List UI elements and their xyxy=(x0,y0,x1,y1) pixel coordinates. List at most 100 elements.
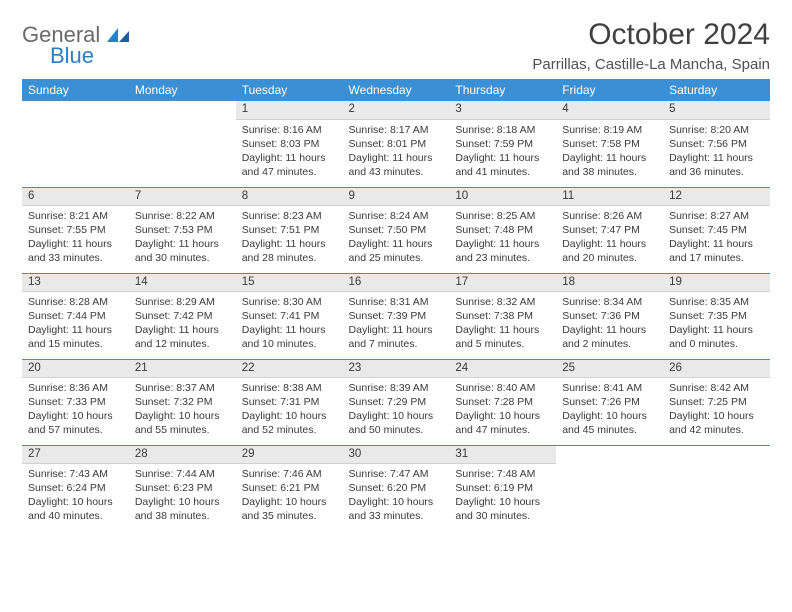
sunset-text: Sunset: 7:45 PM xyxy=(669,223,764,237)
sunset-text: Sunset: 7:51 PM xyxy=(242,223,337,237)
day-body: Sunrise: 7:43 AMSunset: 6:24 PMDaylight:… xyxy=(22,463,129,531)
daylight-text: Daylight: 11 hours xyxy=(669,323,764,337)
day-number: 24 xyxy=(449,359,556,377)
sunrise-text: Sunrise: 8:24 AM xyxy=(349,209,444,223)
weekday-header: Tuesday xyxy=(236,79,343,101)
day-number: 13 xyxy=(22,273,129,291)
day-number: 19 xyxy=(663,273,770,291)
day-body: Sunrise: 8:39 AMSunset: 7:29 PMDaylight:… xyxy=(343,377,450,445)
sunrise-text: Sunrise: 8:25 AM xyxy=(455,209,550,223)
sunset-text: Sunset: 7:26 PM xyxy=(562,395,657,409)
sunset-text: Sunset: 7:48 PM xyxy=(455,223,550,237)
daylight-text: Daylight: 10 hours xyxy=(349,409,444,423)
empty-day-body xyxy=(663,463,770,531)
sunset-text: Sunset: 6:21 PM xyxy=(242,481,337,495)
daylight-text: Daylight: 11 hours xyxy=(28,237,123,251)
daylight-text: Daylight: 10 hours xyxy=(455,495,550,509)
day-body: Sunrise: 8:40 AMSunset: 7:28 PMDaylight:… xyxy=(449,377,556,445)
sunset-text: Sunset: 7:28 PM xyxy=(455,395,550,409)
day-number: 3 xyxy=(449,101,556,119)
daylight-text: Daylight: 11 hours xyxy=(349,237,444,251)
daylight-text: Daylight: 11 hours xyxy=(455,151,550,165)
weekday-header: Thursday xyxy=(449,79,556,101)
weekday-header: Friday xyxy=(556,79,663,101)
sunrise-text: Sunrise: 8:29 AM xyxy=(135,295,230,309)
logo-text-block: General Blue xyxy=(22,24,129,66)
sunrise-text: Sunrise: 8:16 AM xyxy=(242,123,337,137)
day-number: 15 xyxy=(236,273,343,291)
daylight-text: and 43 minutes. xyxy=(349,165,444,179)
sunrise-text: Sunrise: 7:44 AM xyxy=(135,467,230,481)
daylight-text: Daylight: 10 hours xyxy=(135,495,230,509)
day-body: Sunrise: 8:42 AMSunset: 7:25 PMDaylight:… xyxy=(663,377,770,445)
day-body: Sunrise: 8:28 AMSunset: 7:44 PMDaylight:… xyxy=(22,291,129,359)
sunrise-text: Sunrise: 8:26 AM xyxy=(562,209,657,223)
sunset-text: Sunset: 8:03 PM xyxy=(242,137,337,151)
daylight-text: Daylight: 11 hours xyxy=(349,151,444,165)
sunrise-text: Sunrise: 8:31 AM xyxy=(349,295,444,309)
day-body: Sunrise: 8:24 AMSunset: 7:50 PMDaylight:… xyxy=(343,205,450,273)
empty-day-body xyxy=(22,119,129,187)
daylight-text: Daylight: 10 hours xyxy=(242,495,337,509)
sunrise-text: Sunrise: 8:21 AM xyxy=(28,209,123,223)
day-body: Sunrise: 8:23 AMSunset: 7:51 PMDaylight:… xyxy=(236,205,343,273)
daylight-text: and 52 minutes. xyxy=(242,423,337,437)
daylight-text: and 15 minutes. xyxy=(28,337,123,351)
day-body-row: Sunrise: 8:16 AMSunset: 8:03 PM Daylight:… xyxy=(22,119,770,187)
sunset-text: Sunset: 7:44 PM xyxy=(28,309,123,323)
sunset-text: Sunset: 6:23 PM xyxy=(135,481,230,495)
day-number: 1 xyxy=(236,101,343,119)
day-number: 4 xyxy=(556,101,663,119)
day-number: 18 xyxy=(556,273,663,291)
day-number: 26 xyxy=(663,359,770,377)
sunrise-text: Sunrise: 8:28 AM xyxy=(28,295,123,309)
sunrise-text: Sunrise: 8:30 AM xyxy=(242,295,337,309)
sunrise-text: Sunrise: 7:47 AM xyxy=(349,467,444,481)
logo: General Blue xyxy=(22,18,129,66)
daylight-text: and 30 minutes. xyxy=(455,509,550,523)
daylight-text: and 10 minutes. xyxy=(242,337,337,351)
daylight-text: Daylight: 10 hours xyxy=(28,409,123,423)
sunrise-text: Sunrise: 8:37 AM xyxy=(135,381,230,395)
day-body: Sunrise: 8:30 AMSunset: 7:41 PMDaylight:… xyxy=(236,291,343,359)
daylight-text: Daylight: 11 hours xyxy=(135,323,230,337)
daylight-text: Daylight: 11 hours xyxy=(562,151,657,165)
daylight-text: and 45 minutes. xyxy=(562,423,657,437)
sunrise-text: Sunrise: 8:32 AM xyxy=(455,295,550,309)
day-body: Sunrise: 8:18 AMSunset: 7:59 PMDaylight:… xyxy=(449,119,556,187)
day-number: 27 xyxy=(22,445,129,463)
daylight-text: Daylight: 10 hours xyxy=(349,495,444,509)
title-block: October 2024 Parrillas, Castille-La Manc… xyxy=(532,18,770,73)
daylight-text: and 5 minutes. xyxy=(455,337,550,351)
daylight-text: Daylight: 11 hours xyxy=(135,237,230,251)
sunrise-text: Sunrise: 8:27 AM xyxy=(669,209,764,223)
day-number: 7 xyxy=(129,187,236,205)
sunset-text: Sunset: 7:38 PM xyxy=(455,309,550,323)
sunrise-text: Sunrise: 8:22 AM xyxy=(135,209,230,223)
sunset-text: Sunset: 7:31 PM xyxy=(242,395,337,409)
day-number: 12 xyxy=(663,187,770,205)
empty-day-body xyxy=(129,119,236,187)
day-number: 29 xyxy=(236,445,343,463)
day-body: Sunrise: 8:37 AMSunset: 7:32 PMDaylight:… xyxy=(129,377,236,445)
weekday-header: Sunday xyxy=(22,79,129,101)
empty-day-number xyxy=(22,101,129,119)
sunrise-text: Sunrise: 8:38 AM xyxy=(242,381,337,395)
day-body: Sunrise: 8:35 AMSunset: 7:35 PMDaylight:… xyxy=(663,291,770,359)
daylight-text: and 0 minutes. xyxy=(669,337,764,351)
day-number: 31 xyxy=(449,445,556,463)
day-number: 6 xyxy=(22,187,129,205)
daylight-text: and 55 minutes. xyxy=(135,423,230,437)
sunset-text: Sunset: 7:42 PM xyxy=(135,309,230,323)
daylight-text: Daylight: 11 hours xyxy=(242,323,337,337)
day-body-row: Sunrise: 7:43 AMSunset: 6:24 PMDaylight:… xyxy=(22,463,770,531)
day-number: 23 xyxy=(343,359,450,377)
day-number-row: 20212223242526 xyxy=(22,359,770,377)
day-body: Sunrise: 8:17 AMSunset: 8:01 PMDaylight:… xyxy=(343,119,450,187)
sunrise-text: Sunrise: 8:41 AM xyxy=(562,381,657,395)
daylight-text: and 2 minutes. xyxy=(562,337,657,351)
daylight-text: and 50 minutes. xyxy=(349,423,444,437)
day-number: 14 xyxy=(129,273,236,291)
daylight-text: Daylight: 11 hours xyxy=(242,237,337,251)
day-body: Sunrise: 8:20 AMSunset: 7:56 PMDaylight:… xyxy=(663,119,770,187)
